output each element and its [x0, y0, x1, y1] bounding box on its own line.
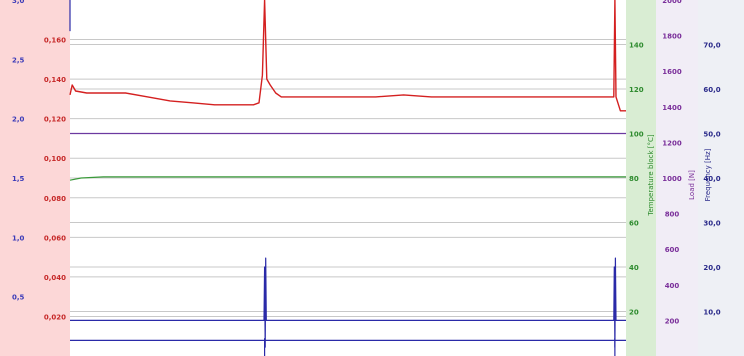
temperature-tick-label: 100	[629, 131, 644, 139]
temperature-tick-label: 60	[629, 220, 639, 228]
load-axis: 200 400 600 800 1000 1200 1400 1600 1800 2000	[662, 0, 682, 325]
event-markers	[69, 0, 616, 356]
load-tick-label: 800	[665, 211, 680, 219]
frequency-tick-label: 50,0	[703, 131, 720, 139]
load-tick-label: 1400	[662, 104, 682, 112]
friction-axis: 0,020 0,040 0,060 0,080 0,100 0,120 0,140 0,160	[44, 37, 66, 322]
frequency-tick-label: 30,0	[703, 220, 720, 228]
friction-tick-label: 0,120	[44, 116, 66, 124]
temperature-axis: 20 40 60 80 100 120 140	[629, 42, 644, 317]
temperature-axis-title: Temperature block [°C]	[647, 134, 655, 216]
friction-tick-label: 0,160	[44, 37, 66, 45]
temperature-tick-label: 120	[629, 86, 644, 94]
series-line-3-frequency	[70, 257, 626, 348]
friction-tick-label: 0,060	[44, 234, 66, 242]
left_outer-tick-label: 3,0	[12, 0, 25, 5]
left-axis-band	[0, 0, 70, 356]
frequency-tick-label: 70,0	[703, 42, 720, 50]
series-line-1-temperature	[69, 176, 626, 181]
load-tick-label: 1200	[662, 139, 682, 147]
left_outer-tick-label: 2,0	[12, 116, 25, 124]
temperature-tick-label: 80	[629, 175, 639, 183]
left_outer-tick-label: 0,5	[12, 294, 25, 302]
friction-tick-label: 0,080	[44, 195, 66, 203]
temperature-tick-label: 40	[629, 264, 639, 272]
load-tick-label: 1800	[662, 33, 682, 41]
frequency-tick-label: 10,0	[703, 309, 720, 317]
left_outer-tick-label: 2,5	[12, 56, 25, 64]
temperature-axis-band	[626, 0, 656, 356]
load-axis-band	[656, 0, 698, 356]
load-tick-label: 1000	[662, 175, 682, 183]
load-tick-label: 1600	[662, 68, 682, 76]
load-tick-label: 600	[665, 246, 680, 254]
left-outer-axis: 0,5 1,0 1,5 2,0 2,5 3,0	[12, 0, 25, 302]
left_outer-tick-label: 1,5	[12, 175, 25, 183]
load-tick-label: 200	[665, 317, 680, 325]
frequency-tick-label: 20,0	[703, 264, 720, 272]
series-line-0-friction	[69, 0, 626, 112]
frequency-axis-title: Frequency [Hz]	[704, 148, 712, 201]
frequency-tick-label: 60,0	[703, 86, 720, 94]
friction-tick-label: 0,020	[44, 313, 66, 321]
frequency-axis-band	[698, 0, 744, 356]
load-axis-title: Load [N]	[688, 170, 696, 200]
load-tick-label: 400	[665, 282, 680, 290]
left_outer-tick-label: 1,0	[12, 234, 25, 242]
friction-tick-label: 0,040	[44, 274, 66, 282]
frequency-tick-label: 40,0	[703, 175, 720, 183]
frequency-axis: 10,0 20,0 30,0 40,0 50,0 60,0 70,0	[703, 42, 720, 317]
temperature-tick-label: 20	[629, 309, 639, 317]
temperature-tick-label: 140	[629, 42, 644, 50]
load-tick-label: 2000	[662, 0, 682, 5]
friction-tick-label: 0,140	[44, 76, 66, 84]
friction-tick-label: 0,100	[44, 155, 66, 163]
data-series	[69, 0, 626, 348]
